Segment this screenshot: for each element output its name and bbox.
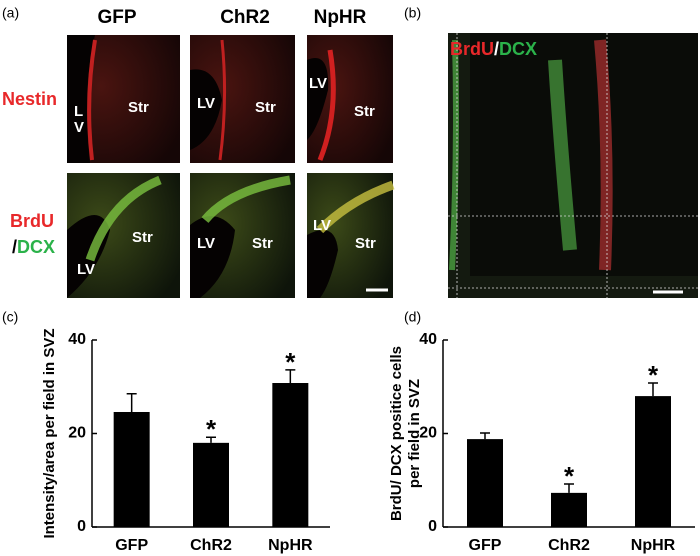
stain bbox=[316, 180, 395, 234]
row-label: Nestin bbox=[2, 89, 57, 109]
stain bbox=[85, 175, 162, 262]
y-axis-label: Intensity/area per field in SVZ bbox=[41, 328, 58, 538]
y-axis-label: per field in SVZ bbox=[406, 379, 423, 488]
significance: * bbox=[285, 347, 296, 377]
image-label: LV bbox=[197, 95, 215, 112]
panel-label: (d) bbox=[404, 309, 421, 325]
column-header: ChR2 bbox=[220, 7, 270, 28]
image bbox=[448, 33, 698, 298]
stain bbox=[201, 175, 291, 223]
ventricle bbox=[307, 230, 338, 298]
image-label: Str bbox=[354, 103, 375, 120]
error-bar bbox=[480, 432, 490, 440]
micrographs: L V Str LV Str LV Str LV Str LV Str LV S… bbox=[67, 35, 395, 298]
bar bbox=[467, 439, 503, 527]
significance: * bbox=[648, 360, 659, 390]
y-tick-label: 20 bbox=[419, 425, 437, 442]
x-tick-label: GFP bbox=[469, 537, 502, 554]
panel-label: (b) bbox=[404, 5, 421, 21]
significance: * bbox=[206, 414, 217, 444]
x-tick-label: NpHR bbox=[268, 537, 313, 554]
significance: * bbox=[564, 461, 575, 491]
image-label: LV bbox=[197, 235, 215, 252]
image-label: Str bbox=[255, 99, 276, 116]
x-tick-label: NpHR bbox=[631, 537, 676, 554]
stain bbox=[317, 49, 336, 161]
stain-label: BrdU/DCX bbox=[450, 39, 537, 59]
y-tick-label: 40 bbox=[68, 331, 86, 348]
image-label: Str bbox=[355, 235, 376, 252]
column-header: GFP bbox=[97, 7, 136, 28]
panel-label: (a) bbox=[2, 5, 19, 21]
image-label: V bbox=[74, 119, 84, 136]
row-label: /DCX bbox=[12, 237, 55, 257]
error-bar bbox=[564, 483, 574, 493]
stain bbox=[449, 39, 459, 271]
x-tick-label: ChR2 bbox=[548, 537, 590, 554]
image-label: Str bbox=[132, 229, 153, 246]
image-label: LV bbox=[77, 261, 95, 278]
stain bbox=[548, 59, 577, 251]
bar bbox=[272, 383, 309, 527]
image-label: LV bbox=[309, 75, 327, 92]
error-bar bbox=[285, 369, 296, 384]
ventricle bbox=[67, 35, 95, 163]
confocal-image: BrdU/DCX bbox=[448, 33, 698, 298]
bar bbox=[193, 442, 229, 527]
error-bar bbox=[126, 393, 137, 412]
image-label: Str bbox=[252, 235, 273, 252]
image-label: L bbox=[74, 103, 83, 120]
image-label: Str bbox=[128, 99, 149, 116]
stain bbox=[87, 39, 97, 161]
bar bbox=[635, 396, 671, 527]
error-bar bbox=[206, 436, 216, 443]
panel-label: (c) bbox=[2, 309, 18, 325]
y-tick-label: 20 bbox=[68, 425, 86, 442]
stain bbox=[218, 39, 227, 161]
stain bbox=[594, 39, 613, 271]
x-tick-label: ChR2 bbox=[190, 537, 232, 554]
row-label: BrdU bbox=[10, 211, 54, 231]
bar bbox=[551, 492, 587, 527]
image-side bbox=[448, 276, 698, 298]
bar bbox=[113, 411, 150, 527]
y-tick-label: 40 bbox=[419, 331, 437, 348]
y-axis-label: BrdU/ DCX positice cells bbox=[388, 346, 405, 521]
image-label: LV bbox=[313, 217, 331, 234]
y-tick-label: 0 bbox=[77, 518, 86, 535]
ventricle bbox=[190, 216, 235, 298]
error-bar bbox=[648, 382, 658, 397]
ventricle bbox=[190, 69, 222, 150]
column-header: NpHR bbox=[314, 7, 367, 28]
ventricle bbox=[307, 58, 329, 140]
y-tick-label: 0 bbox=[428, 518, 437, 535]
x-tick-label: GFP bbox=[115, 537, 148, 554]
